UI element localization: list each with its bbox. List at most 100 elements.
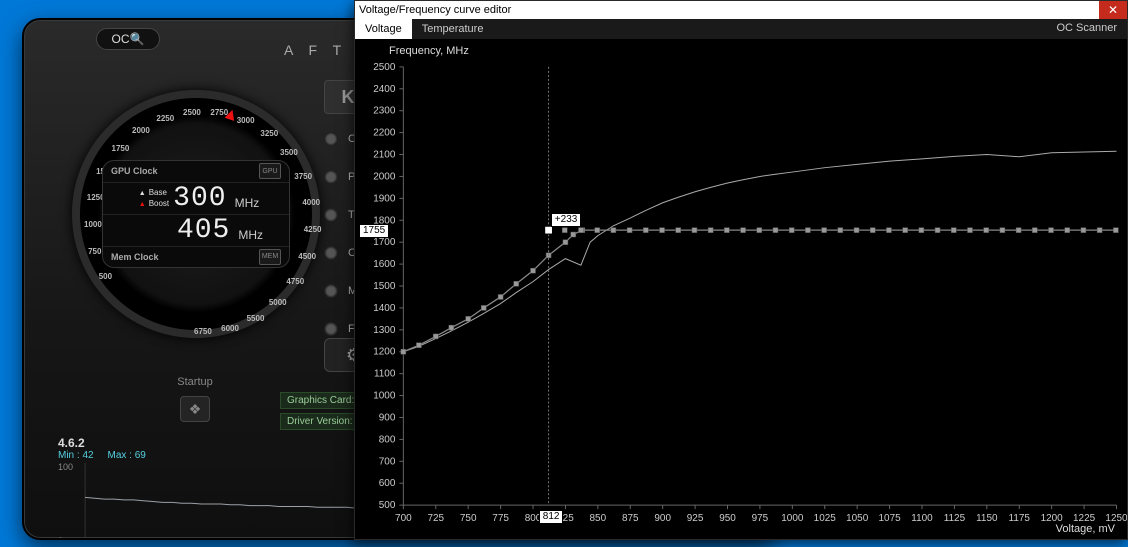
svg-text:1000: 1000 <box>373 391 396 402</box>
monitor-min: Min : 42 <box>58 450 94 461</box>
svg-text:1125: 1125 <box>944 513 966 524</box>
svg-text:1500: 1500 <box>373 281 396 292</box>
tab-voltage[interactable]: Voltage <box>355 19 412 39</box>
vf-plot[interactable]: Frequency, MHz Voltage, mV 5006007008009… <box>355 39 1127 539</box>
slider-knob[interactable] <box>324 246 338 260</box>
startup-area: Startup ❖ <box>120 376 270 422</box>
oc-scanner-button[interactable]: OC Scanner <box>1046 19 1127 39</box>
svg-text:1700: 1700 <box>373 237 396 248</box>
gauge-center: GPU Clock GPU Base Boost 300 MHz 405 MHz… <box>102 160 290 268</box>
clock1-value: 300 <box>173 183 226 214</box>
gauge-dial-number: 500 <box>99 272 112 281</box>
svg-text:1900: 1900 <box>373 193 396 204</box>
vf-y-pin-label: 1755 <box>359 224 389 238</box>
svg-text:950: 950 <box>719 513 736 524</box>
svg-text:500: 500 <box>379 500 396 511</box>
clock2-value: 405 <box>177 215 230 246</box>
boost-label: Boost <box>139 199 169 208</box>
svg-text:1025: 1025 <box>814 513 837 524</box>
svg-text:900: 900 <box>654 513 671 524</box>
vf-offset-label: +233 <box>551 213 582 227</box>
gauge-dial-number: 1750 <box>112 144 130 153</box>
svg-text:2300: 2300 <box>373 106 396 117</box>
svg-text:1300: 1300 <box>373 325 396 336</box>
base-label: Base <box>139 188 169 197</box>
gauge-dial-number: 5500 <box>247 314 265 323</box>
gauge-dial-number: 3750 <box>294 172 312 181</box>
gauge-dial-number: 3250 <box>260 129 278 138</box>
close-button[interactable]: ✕ <box>1099 1 1127 19</box>
svg-text:900: 900 <box>379 412 396 423</box>
svg-text:1075: 1075 <box>879 513 902 524</box>
svg-text:600: 600 <box>379 478 396 489</box>
svg-text:1600: 1600 <box>373 259 396 270</box>
svg-text:1175: 1175 <box>1009 513 1031 524</box>
svg-text:975: 975 <box>752 513 769 524</box>
gpu-icon: GPU <box>259 163 281 179</box>
gauge-dial-number: 3000 <box>237 116 255 125</box>
oc-tag[interactable]: OC🔍 <box>96 28 160 50</box>
svg-text:2500: 2500 <box>373 62 396 73</box>
svg-text:1200: 1200 <box>1041 513 1064 524</box>
slider-knob[interactable] <box>324 322 338 336</box>
gauge-dial-number: 6750 <box>194 327 212 336</box>
vf-tabs: Voltage Temperature OC Scanner <box>355 19 1127 39</box>
svg-text:1100: 1100 <box>374 369 396 380</box>
vf-x-cursor-label: 812 <box>539 510 564 524</box>
svg-text:700: 700 <box>395 513 412 524</box>
monitor-y-lo: 0 <box>58 536 63 540</box>
svg-text:850: 850 <box>590 513 607 524</box>
gauge-dial-number: 4750 <box>286 277 304 286</box>
gpu-clock-label: GPU Clock <box>103 166 165 176</box>
svg-text:1100: 1100 <box>911 513 933 524</box>
svg-text:800: 800 <box>379 434 396 445</box>
svg-text:775: 775 <box>492 513 509 524</box>
svg-text:1150: 1150 <box>976 513 998 524</box>
gauge-dial-number: 6000 <box>221 324 239 333</box>
monitor-max: Max : 69 <box>107 450 145 461</box>
gauge-dial-number: 2250 <box>156 114 174 123</box>
mem-icon: MEM <box>259 249 281 265</box>
gauge-dial-number: 4500 <box>298 252 316 261</box>
vf-curve-window: Voltage/Frequency curve editor ✕ Voltage… <box>354 0 1128 540</box>
svg-text:1000: 1000 <box>781 513 804 524</box>
slider-knob[interactable] <box>324 170 338 184</box>
svg-text:1250: 1250 <box>1105 513 1127 524</box>
svg-text:1225: 1225 <box>1073 513 1096 524</box>
tab-temperature[interactable]: Temperature <box>412 19 494 39</box>
clock1-unit: MHz <box>235 196 260 214</box>
gauge: 5007501000125015001750200022502500275030… <box>72 90 320 338</box>
svg-text:2100: 2100 <box>373 150 396 161</box>
gauge-dial-number: 2000 <box>132 126 150 135</box>
svg-text:1050: 1050 <box>846 513 869 524</box>
svg-text:875: 875 <box>622 513 639 524</box>
slider-knob[interactable] <box>324 284 338 298</box>
svg-text:750: 750 <box>460 513 477 524</box>
vf-window-title: Voltage/Frequency curve editor <box>359 4 511 16</box>
monitor-y-hi: 100 <box>58 462 73 472</box>
slider-knob[interactable] <box>324 132 338 146</box>
gauge-dial-number: 3500 <box>280 148 298 157</box>
gauge-dial-number: 5000 <box>269 298 287 307</box>
gauge-dial-number: 750 <box>88 247 101 256</box>
brand-text: A F T <box>284 42 347 58</box>
mem-clock-label: Mem Clock <box>103 252 165 262</box>
startup-label: Startup <box>120 376 270 388</box>
svg-text:725: 725 <box>427 513 444 524</box>
svg-text:700: 700 <box>379 456 396 467</box>
vf-svg[interactable]: 500 600 700 800 900 1000 1100 1200 1300 1400 1500 1… <box>355 39 1127 539</box>
gauge-dial-number: 4250 <box>304 225 322 234</box>
clock2-unit: MHz <box>238 228 263 246</box>
version-label: 4.6.2 <box>58 436 85 450</box>
vf-title-bar[interactable]: Voltage/Frequency curve editor ✕ <box>355 1 1127 19</box>
startup-windows-button[interactable]: ❖ <box>180 396 210 422</box>
svg-text:925: 925 <box>687 513 704 524</box>
svg-text:2200: 2200 <box>373 128 396 139</box>
svg-text:2400: 2400 <box>373 84 396 95</box>
gauge-dial-number: 1000 <box>84 220 102 229</box>
gauge-dial-number: 2500 <box>183 108 201 117</box>
svg-text:1400: 1400 <box>373 303 396 314</box>
slider-knob[interactable] <box>324 208 338 222</box>
svg-text:2000: 2000 <box>373 171 396 182</box>
svg-text:1200: 1200 <box>373 347 396 358</box>
